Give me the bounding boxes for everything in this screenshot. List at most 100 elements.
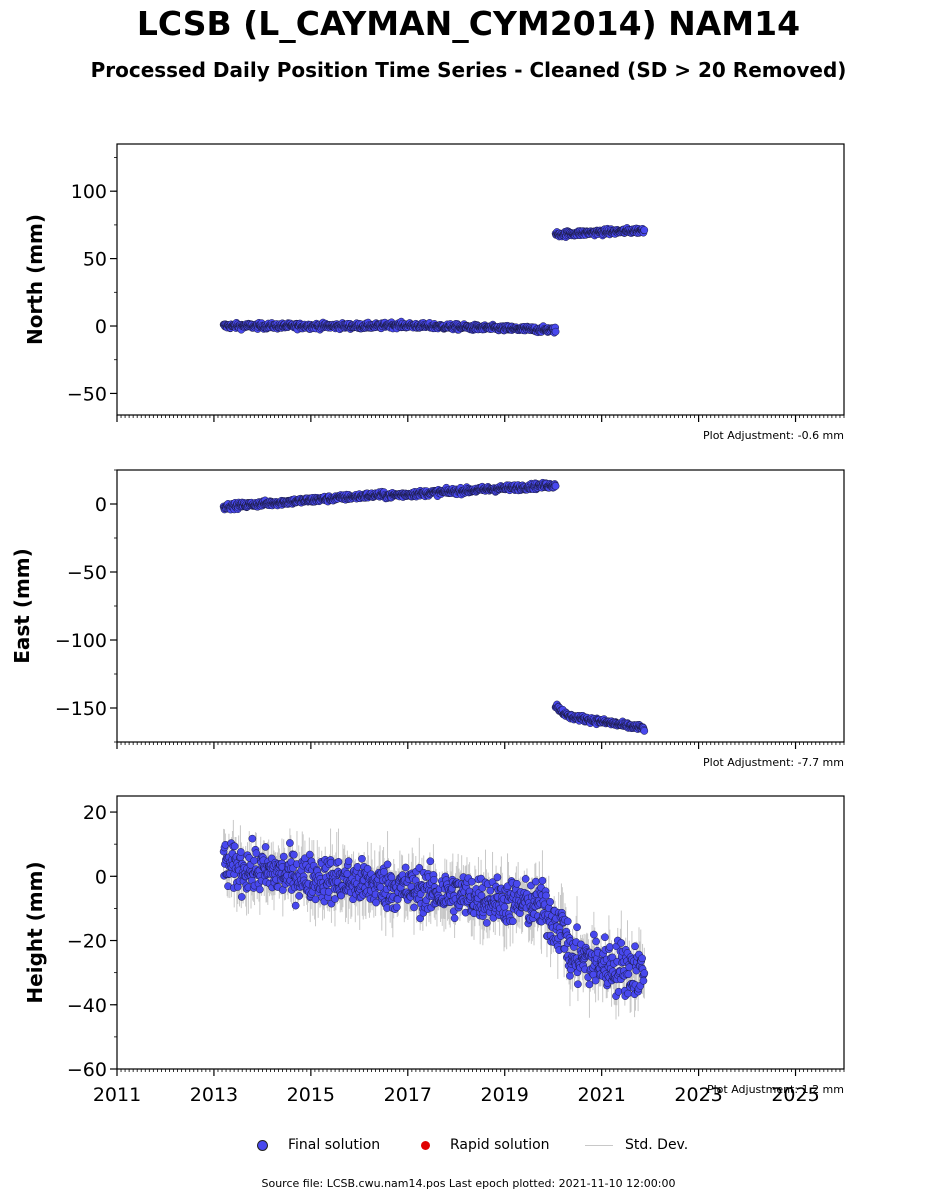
y-tick-label: −50 bbox=[67, 383, 107, 405]
chart-subtitle: Processed Daily Position Time Series - C… bbox=[90, 58, 847, 82]
y-tick-label: −60 bbox=[67, 1059, 107, 1081]
final-solution-point bbox=[563, 917, 572, 926]
final-solution-point bbox=[590, 930, 598, 939]
x-tick-label: 2011 bbox=[93, 1084, 141, 1106]
chart-title: LCSB (L_CAYMAN_CYM2014) NAM14 bbox=[136, 4, 801, 43]
legend-rapid: Rapid solution bbox=[421, 1137, 550, 1153]
plot-adjustment-note: Plot Adjustment: 1.2 mm bbox=[707, 1083, 844, 1096]
final-solution-point bbox=[640, 226, 649, 234]
plot-adjustment-note: Plot Adjustment: -0.6 mm bbox=[703, 429, 844, 442]
final-solution-point bbox=[252, 849, 261, 858]
final-solution-point bbox=[291, 901, 300, 910]
plot-frame bbox=[116, 143, 845, 416]
final-solution-point bbox=[531, 877, 540, 886]
final-solution-point bbox=[591, 976, 600, 985]
final-solution-point bbox=[415, 864, 424, 872]
final-solution-point bbox=[546, 898, 554, 906]
final-solution-point bbox=[625, 963, 634, 972]
final-solution-point bbox=[261, 843, 270, 851]
final-solution-point bbox=[500, 903, 509, 911]
final-solution-point bbox=[640, 969, 649, 977]
final-solution-point bbox=[638, 954, 646, 963]
x-tick-label: 2025 bbox=[771, 1084, 819, 1106]
y-axis-label: North (mm) bbox=[23, 214, 47, 345]
final-solution-point bbox=[639, 976, 648, 985]
source-file-note: Source file: LCSB.cwu.nam14.pos Last epo… bbox=[261, 1177, 676, 1190]
final-solution-point bbox=[392, 903, 401, 912]
final-solution-point bbox=[467, 877, 476, 886]
final-solution-point bbox=[601, 933, 609, 942]
plot-adjustment-note: Plot Adjustment: -7.7 mm bbox=[703, 756, 844, 769]
final-solution-point bbox=[358, 854, 366, 863]
final-solution-point bbox=[383, 860, 392, 869]
final-solution-point bbox=[256, 885, 264, 894]
final-solution-point bbox=[493, 873, 502, 882]
y-tick-label: −150 bbox=[55, 698, 107, 720]
y-tick-label: 20 bbox=[83, 802, 107, 824]
y-tick-label: −100 bbox=[55, 630, 107, 652]
final-solution-point bbox=[250, 856, 258, 865]
x-tick-label: 2023 bbox=[674, 1084, 722, 1106]
legend: Final solution Rapid solution Std. Dev. bbox=[0, 1137, 937, 1157]
final-solution-point bbox=[482, 919, 491, 927]
legend-std: Std. Dev. bbox=[585, 1137, 688, 1153]
final-solution-point bbox=[295, 892, 304, 900]
legend-rapid-label: Rapid solution bbox=[450, 1137, 550, 1153]
final-solution-point bbox=[624, 970, 633, 979]
final-solution-point bbox=[372, 898, 380, 907]
x-tick-label: 2019 bbox=[481, 1084, 529, 1106]
final-solution-point bbox=[566, 971, 574, 980]
legend-final: Final solution bbox=[257, 1137, 380, 1153]
std-dev-line-icon bbox=[585, 1144, 613, 1146]
y-tick-label: 0 bbox=[95, 494, 107, 516]
final-solution-point bbox=[508, 917, 517, 926]
final-solution-marker-icon bbox=[257, 1139, 268, 1151]
legend-std-label: Std. Dev. bbox=[625, 1137, 689, 1153]
y-axis-label: Height (mm) bbox=[23, 861, 47, 1003]
y-tick-label: 0 bbox=[95, 316, 107, 338]
x-tick-label: 2015 bbox=[287, 1084, 335, 1106]
final-solution-point bbox=[624, 989, 632, 998]
final-solution-point bbox=[450, 914, 459, 923]
final-solution-point bbox=[512, 879, 521, 888]
final-solution-point bbox=[237, 848, 245, 856]
final-solution-point bbox=[521, 875, 530, 883]
x-tick-label: 2013 bbox=[190, 1084, 238, 1106]
final-solution-point bbox=[311, 895, 320, 904]
final-solution-point bbox=[305, 850, 314, 859]
final-solution-point bbox=[380, 867, 388, 876]
y-tick-label: −50 bbox=[67, 562, 107, 584]
final-solution-point bbox=[542, 891, 550, 900]
rapid-solution-marker-icon bbox=[421, 1140, 430, 1150]
final-solution-point bbox=[430, 876, 438, 884]
legend-final-label: Final solution bbox=[288, 1137, 381, 1153]
final-solution-point bbox=[279, 852, 288, 861]
y-axis-label: East (mm) bbox=[10, 548, 34, 664]
final-solution-point bbox=[551, 482, 560, 490]
final-solution-point bbox=[344, 857, 353, 866]
final-solution-point bbox=[605, 943, 614, 951]
final-solution-point bbox=[585, 980, 594, 989]
final-solution-point bbox=[334, 858, 343, 866]
final-solution-point bbox=[237, 893, 246, 901]
final-solution-point bbox=[631, 942, 639, 951]
final-solution-point bbox=[592, 937, 600, 946]
final-solution-point bbox=[486, 886, 495, 895]
x-tick-label: 2017 bbox=[384, 1084, 432, 1106]
final-solution-point bbox=[410, 903, 418, 912]
final-solution-point bbox=[331, 895, 339, 903]
final-solution-point bbox=[426, 857, 435, 866]
final-solution-point bbox=[640, 727, 649, 735]
y-tick-label: −40 bbox=[67, 995, 107, 1017]
final-solution-point bbox=[230, 842, 239, 851]
final-solution-point bbox=[617, 939, 626, 947]
y-tick-label: 0 bbox=[95, 866, 107, 888]
final-solution-point bbox=[538, 876, 547, 885]
final-solution-point bbox=[286, 839, 294, 847]
final-solution-point bbox=[574, 980, 582, 989]
final-solution-point bbox=[248, 834, 257, 843]
y-tick-label: −20 bbox=[67, 931, 107, 953]
final-solution-point bbox=[363, 864, 372, 873]
final-solution-point bbox=[401, 863, 410, 872]
